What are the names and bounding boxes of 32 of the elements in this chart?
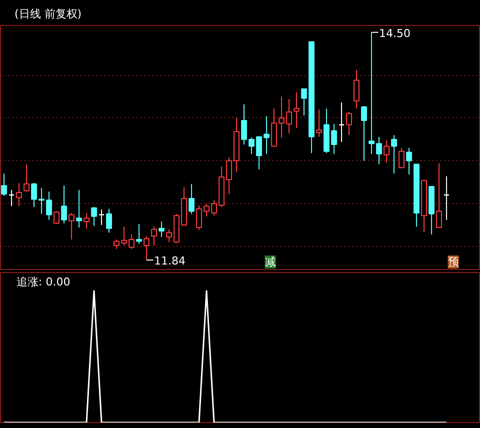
candlestick [294, 92, 300, 129]
candlestick [136, 224, 142, 244]
candlestick [91, 206, 97, 226]
candlestick [144, 236, 150, 261]
annotation: 减 [264, 256, 276, 268]
annotation: 14.50 [379, 26, 411, 40]
candlestick [98, 209, 105, 226]
chart-title: (日线 前复权) [14, 8, 82, 20]
candlestick [61, 185, 67, 224]
candlestick [354, 70, 360, 110]
candlestick [436, 162, 442, 228]
candlestick [361, 105, 367, 162]
chart-title: 追涨: 0.00 [16, 276, 70, 288]
annotation: 预 [448, 256, 459, 268]
candlestick [68, 212, 74, 240]
candlestick [158, 221, 164, 238]
annotation: 11.84 [154, 254, 186, 268]
candlestick [346, 111, 352, 136]
candlestick [391, 134, 397, 174]
candlestick [106, 208, 112, 234]
candlestick [316, 108, 322, 138]
candlestick [84, 212, 90, 229]
candlestick [338, 102, 345, 142]
candlestick [188, 183, 194, 214]
candlestick [24, 164, 30, 192]
candlestick [151, 226, 157, 246]
candlestick [76, 189, 82, 228]
candlestick [384, 140, 390, 163]
candlestick [1, 173, 7, 196]
candlestick [406, 147, 412, 175]
candlestick [398, 147, 404, 168]
candlestick [16, 182, 22, 207]
